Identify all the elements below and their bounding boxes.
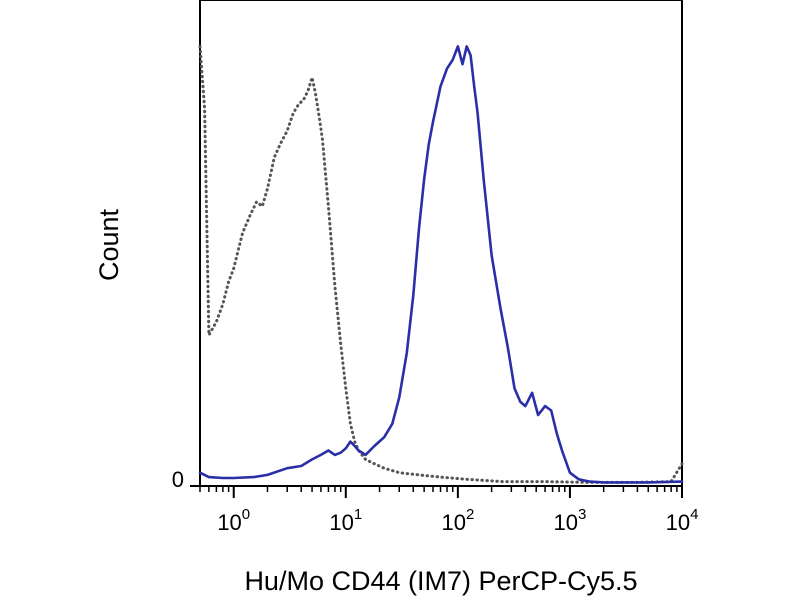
- series-line-2: [198, 45, 684, 484]
- x-tick-label: 101: [329, 506, 362, 535]
- x-tick-label: 104: [666, 506, 699, 535]
- x-tick-label: 102: [441, 506, 474, 535]
- y-axis-ticks: 0: [172, 467, 200, 492]
- series-layer: [198, 44, 684, 484]
- x-axis-title: Hu/Mo CD44 (IM7) PerCP-Cy5.5: [244, 566, 637, 596]
- y-axis-title: Count: [94, 208, 124, 281]
- x-tick-label: 103: [554, 506, 587, 535]
- x-tick-label: 100: [217, 506, 250, 535]
- y-tick-label: 0: [172, 467, 184, 492]
- series-line-1: [198, 44, 684, 484]
- plot-frame: [199, 0, 683, 487]
- x-axis-ticks: 100 101 102 103 104: [199, 486, 699, 535]
